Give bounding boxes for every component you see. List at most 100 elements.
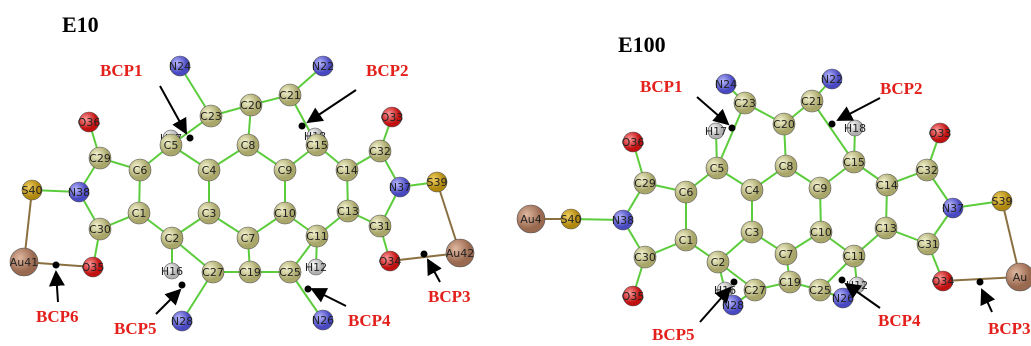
atom-label: S39 xyxy=(992,195,1013,208)
atom-label: H12 xyxy=(305,261,327,274)
atom-label: Au4 xyxy=(520,213,542,226)
atom-label: C15 xyxy=(843,156,865,169)
atom-label: C32 xyxy=(369,145,391,158)
atom-label: N26 xyxy=(832,292,854,305)
atom-label: C14 xyxy=(336,164,358,177)
atom-label: C20 xyxy=(240,99,262,112)
atom-label: C29 xyxy=(634,177,656,190)
bcp-label: BCP2 xyxy=(366,61,409,80)
atom-label: S40 xyxy=(561,213,582,226)
atom-label: N28 xyxy=(722,299,744,312)
atom-label: C11 xyxy=(843,250,865,263)
atom-label: N24 xyxy=(169,60,191,73)
bcp-point xyxy=(187,135,194,142)
atom-label: C30 xyxy=(634,251,656,264)
atom-label: C21 xyxy=(801,95,823,108)
atom-label: N38 xyxy=(68,186,90,199)
bcp-point xyxy=(305,286,312,293)
atom-label: C13 xyxy=(337,205,359,218)
atom-label: O36 xyxy=(622,136,645,149)
atom-label: N22 xyxy=(821,73,843,86)
atom-label: C3 xyxy=(202,207,217,220)
bcp-label: BCP3 xyxy=(988,319,1031,338)
atom-label: C20 xyxy=(773,118,795,131)
atom-label: S39 xyxy=(427,176,448,189)
atom-label: H18 xyxy=(844,122,866,135)
bcp-point xyxy=(299,123,306,130)
atom-label: C10 xyxy=(810,226,832,239)
bcp-point xyxy=(839,277,846,284)
bcp-point xyxy=(729,125,736,132)
atom-label: C30 xyxy=(89,223,111,236)
atom-label: C4 xyxy=(745,184,760,197)
atom-label: C27 xyxy=(744,284,766,297)
atom-label: O33 xyxy=(929,127,952,140)
atom-label: N24 xyxy=(715,78,737,91)
atom-label: Au42 xyxy=(446,247,475,260)
bcp-point xyxy=(53,262,60,269)
atom-label: C23 xyxy=(200,110,222,123)
figure: E10N24C23C20C21N22H17H18O36C29C6C5C4C8C9… xyxy=(0,0,1031,346)
atom-label: N28 xyxy=(171,315,193,328)
arrow xyxy=(56,272,58,302)
atom-label: H16 xyxy=(161,265,183,278)
atom-label: C27 xyxy=(202,266,224,279)
atom-label: C8 xyxy=(779,160,794,173)
panel-title: E100 xyxy=(618,32,666,57)
atom-label: Au xyxy=(1013,271,1028,284)
atom-label: C19 xyxy=(239,266,261,279)
arrow xyxy=(982,290,992,312)
atom-label: C7 xyxy=(241,232,256,245)
arrow xyxy=(428,260,440,282)
bcp-label: BCP5 xyxy=(114,319,157,338)
atom-label: C1 xyxy=(679,234,694,247)
atom-label: C14 xyxy=(876,179,898,192)
atom-label: C31 xyxy=(917,238,939,251)
atom-label: C11 xyxy=(306,230,328,243)
bcp-label: BCP5 xyxy=(652,325,695,344)
panel-title: E10 xyxy=(62,12,99,37)
atom-label: C2 xyxy=(165,232,180,245)
bcp-label: BCP1 xyxy=(100,61,143,80)
bcp-point xyxy=(179,282,186,289)
atom-label: C3 xyxy=(745,226,760,239)
atom-label: C19 xyxy=(779,276,801,289)
panel: E10N24C23C20C21N22H17H18O36C29C6C5C4C8C9… xyxy=(10,12,475,338)
arrow xyxy=(156,290,180,314)
atom-label: N22 xyxy=(312,60,334,73)
atom-label: C25 xyxy=(279,266,301,279)
bcp-point xyxy=(421,251,428,258)
atom-label: C13 xyxy=(875,222,897,235)
atom-label: N38 xyxy=(612,214,634,227)
atom-label: O34 xyxy=(932,275,955,288)
atom-label: O34 xyxy=(379,255,402,268)
atom-label: C6 xyxy=(679,186,694,199)
bcp-label: BCP4 xyxy=(348,311,391,330)
bcp-label: BCP1 xyxy=(640,77,683,96)
atom-label: C5 xyxy=(710,162,725,175)
atom-label: C32 xyxy=(916,164,938,177)
atom-label: C6 xyxy=(133,164,148,177)
atom-label: S40 xyxy=(22,184,43,197)
atom-label: N26 xyxy=(312,314,334,327)
atom-label: O33 xyxy=(381,111,404,124)
arrow xyxy=(312,289,346,306)
atom-label: C9 xyxy=(813,182,828,195)
atom-label: C21 xyxy=(279,89,301,102)
arrow xyxy=(308,90,356,122)
atom-label: O35 xyxy=(622,290,645,303)
atom-label: C8 xyxy=(241,139,256,152)
bcp-label: BCP2 xyxy=(880,79,923,98)
atom-label: C1 xyxy=(132,207,147,220)
atom-label: C23 xyxy=(734,97,756,110)
bcp-label: BCP6 xyxy=(36,307,79,326)
bcp-label: BCP3 xyxy=(428,287,471,306)
atom-label: C4 xyxy=(202,164,217,177)
bcp-point xyxy=(977,279,984,286)
atom-label: C25 xyxy=(809,284,831,297)
bcp-point xyxy=(731,279,738,286)
atom-label: O35 xyxy=(82,261,105,274)
atom-label: N37 xyxy=(389,181,411,194)
bcp-point xyxy=(829,121,836,128)
